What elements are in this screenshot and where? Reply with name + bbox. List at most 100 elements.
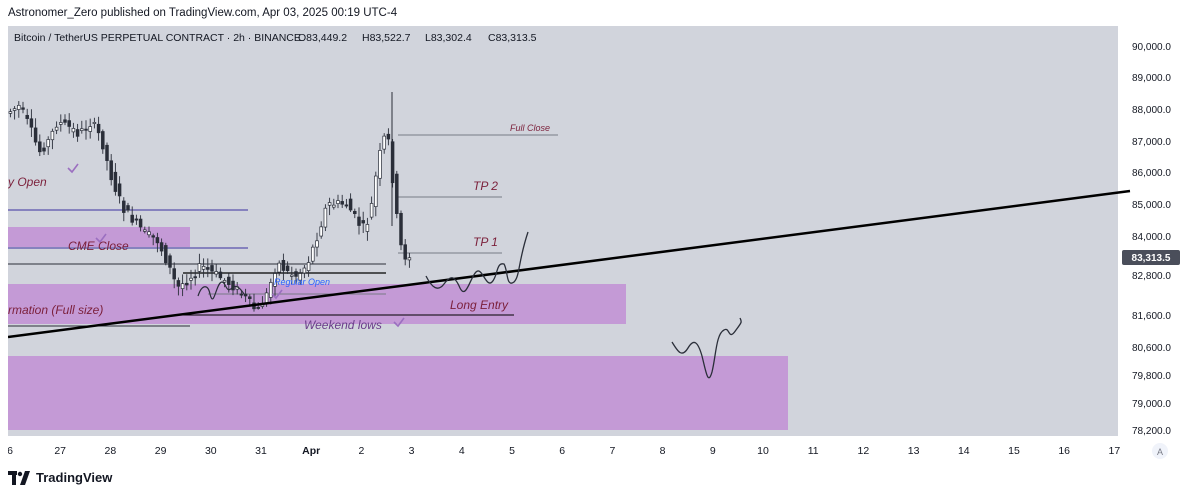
auto-scale-button[interactable] [1152, 443, 1168, 459]
candle-body [374, 175, 378, 207]
candle-body [50, 130, 55, 141]
candle-body [84, 128, 88, 131]
candle-body [348, 198, 353, 211]
candle-body [361, 220, 365, 224]
candle-body [248, 296, 252, 299]
candle-body [159, 242, 164, 252]
y-open-label: y Open [8, 175, 47, 189]
candle-body [403, 244, 407, 260]
time-tick-label: 10 [757, 445, 769, 457]
candle-body [185, 282, 189, 286]
candle-body [319, 226, 323, 237]
candle-body [126, 205, 130, 211]
candle-body [231, 280, 235, 291]
candle-body [243, 293, 248, 297]
projected-path-near [425, 231, 529, 293]
candle-body [155, 237, 160, 244]
candle-body [33, 127, 38, 143]
time-axis[interactable]: 6 27 28 29 30 31 Apr 2 3 4 5 6 7 8 9 10 11 12 13 14 15 16 17 [7, 445, 1121, 457]
candle-body [88, 126, 92, 132]
time-tick-label: 9 [710, 445, 716, 457]
time-tick-label: 6 [559, 445, 565, 457]
symbol-title[interactable]: Bitcoin / TetherUS PERPETUAL CONTRACT · … [14, 32, 301, 44]
candle-series [8, 92, 412, 312]
cme-close-label: CME Close [68, 239, 129, 253]
time-tick-label: Apr [302, 445, 320, 457]
ohlc-low: L83,302.4 [425, 32, 472, 44]
footer: TradingView [0, 462, 1199, 494]
candle-body [92, 122, 97, 124]
candle-body [382, 135, 386, 150]
current-price-badge [1122, 250, 1180, 265]
candle-body [138, 218, 143, 228]
price-chart[interactable]: y Open CME Close rmation (Full size) Reg… [7, 26, 1182, 462]
candle-body [151, 235, 155, 238]
candle-body [269, 282, 273, 298]
candle-body [290, 274, 294, 277]
candle-body [21, 107, 25, 110]
time-tick-label: 7 [609, 445, 615, 457]
candle-body [29, 118, 34, 128]
candle-body [75, 129, 80, 137]
price-axis[interactable]: 90,000.0 89,000.0 88,000.0 87,000.0 86,000.0… [1132, 42, 1171, 437]
candle-body [210, 265, 214, 272]
candle-body [201, 266, 206, 270]
time-tick-label: 16 [1058, 445, 1070, 457]
candle-body [63, 119, 67, 123]
candle-body [71, 128, 76, 133]
auto-scale-label[interactable]: A [1157, 447, 1163, 457]
candle-body [227, 276, 231, 285]
time-tick-label: 29 [155, 445, 167, 457]
candle-body [285, 265, 290, 272]
candle-body [277, 262, 281, 273]
candle-body [117, 183, 122, 197]
time-tick-label: 11 [808, 445, 819, 457]
candle-body [365, 224, 370, 232]
candle-body [8, 111, 13, 114]
ohlc-high: H83,522.7 [362, 32, 411, 44]
candle-body [189, 277, 193, 281]
candle-body [302, 267, 307, 274]
checkmark-icon [95, 233, 107, 244]
ohlc-open: O83,449.2 [298, 32, 347, 44]
candle-body [25, 114, 29, 119]
candle-body [239, 293, 244, 296]
price-tick-label: 89,000.0 [1132, 73, 1171, 84]
candle-body [54, 126, 59, 131]
candle-body [113, 171, 118, 192]
price-tick-label: 85,000.0 [1132, 200, 1171, 211]
tradingview-logo[interactable]: TradingView [8, 470, 112, 485]
price-tick-label: 81,600.0 [1132, 311, 1171, 322]
tp1-label: TP 1 [473, 235, 498, 249]
candle-body [222, 280, 227, 283]
candle-body [109, 160, 113, 181]
publish-line: Astronomer_Zero published on TradingView… [8, 7, 398, 19]
candle-body [298, 273, 302, 281]
candle-body [344, 204, 349, 207]
time-tick-label: 17 [1109, 445, 1121, 457]
projected-path-far [671, 317, 742, 379]
candle-body [218, 271, 223, 279]
chart-area[interactable]: y Open CME Close rmation (Full size) Reg… [7, 26, 1182, 462]
time-tick-label: 15 [1008, 445, 1020, 457]
candle-body [17, 104, 21, 110]
full-close-label: Full Close [510, 123, 550, 133]
candle-body [164, 245, 168, 264]
price-tick-label: 80,600.0 [1132, 343, 1171, 354]
candle-body [172, 268, 176, 280]
candle-body [378, 150, 382, 179]
candle-body [197, 263, 202, 272]
price-tick-label: 88,000.0 [1132, 105, 1171, 116]
time-tick-label: 2 [358, 445, 364, 457]
candle-body [273, 273, 277, 287]
lower-demand-zone [8, 356, 788, 430]
publish-header: Astronomer_Zero published on TradingView… [0, 0, 1199, 26]
price-tick-label: 79,800.0 [1132, 371, 1171, 382]
candle-body [386, 133, 391, 140]
checkmark-icon [393, 317, 405, 328]
formation-label: rmation (Full size) [8, 303, 103, 317]
checkmark-icon [67, 163, 79, 174]
time-tick-label: 13 [908, 445, 920, 457]
time-tick-label: 6 [8, 445, 13, 457]
candle-body [12, 108, 17, 111]
